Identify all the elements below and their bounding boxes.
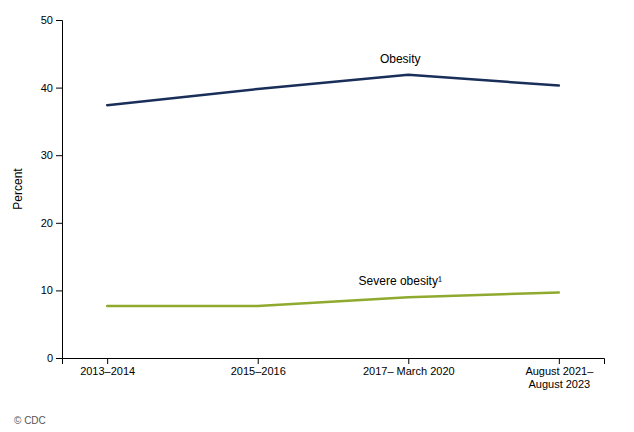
tick: 50 [41, 14, 62, 26]
series-label: Obesity [380, 52, 421, 66]
chart-container: 2013–2014 2015–2016 2017– March 2020 August… [0, 0, 634, 432]
tick: 20 [41, 217, 62, 229]
tick: 0 [47, 352, 62, 364]
tick: 30 [41, 149, 62, 161]
x-axis: 2013–2014 2015–2016 2017– March 2020 August… [63, 358, 605, 390]
series-label: Severe obesity¹ [359, 274, 442, 288]
tick-mark [56, 290, 62, 291]
tick-label: 30 [41, 149, 53, 161]
tick: 40 [41, 82, 62, 94]
tick: 2013–2014 [80, 358, 135, 377]
tick-label: 2013–2014 [80, 365, 135, 377]
y-axis-title: Percent [11, 168, 25, 210]
tick: 10 [41, 284, 62, 296]
tick-mark [258, 358, 259, 364]
chart: 2013–2014 2015–2016 2017– March 2020 August… [0, 0, 634, 432]
tick-mark [559, 358, 560, 364]
tick-label: 0 [47, 352, 53, 364]
tick-mark [56, 20, 62, 21]
tick-mark [56, 358, 62, 359]
tick: August 2021–August 2023 [525, 358, 594, 390]
axis-line [63, 359, 605, 365]
series-line [107, 292, 559, 306]
source-label: © CDC [14, 415, 46, 426]
axis-line [56, 21, 63, 359]
y-axis: 0 10 20 30 40 50 [41, 14, 63, 364]
tick-mark [408, 358, 409, 364]
tick: 2015–2016 [231, 358, 286, 377]
tick-label: 40 [41, 82, 53, 94]
plot-area [107, 75, 559, 306]
tick-label: August 2021–August 2023 [525, 365, 594, 390]
tick-mark [56, 155, 62, 156]
tick-label: 2015–2016 [231, 365, 286, 377]
tick-mark [56, 88, 62, 89]
tick-label: 20 [41, 217, 53, 229]
tick-mark [107, 358, 108, 364]
series-line [107, 75, 559, 105]
tick-label: 10 [41, 284, 53, 296]
tick-label: 2017– March 2020 [363, 365, 455, 377]
tick: 2017– March 2020 [363, 358, 455, 377]
tick-label: 50 [41, 14, 53, 26]
tick-mark [56, 223, 62, 224]
